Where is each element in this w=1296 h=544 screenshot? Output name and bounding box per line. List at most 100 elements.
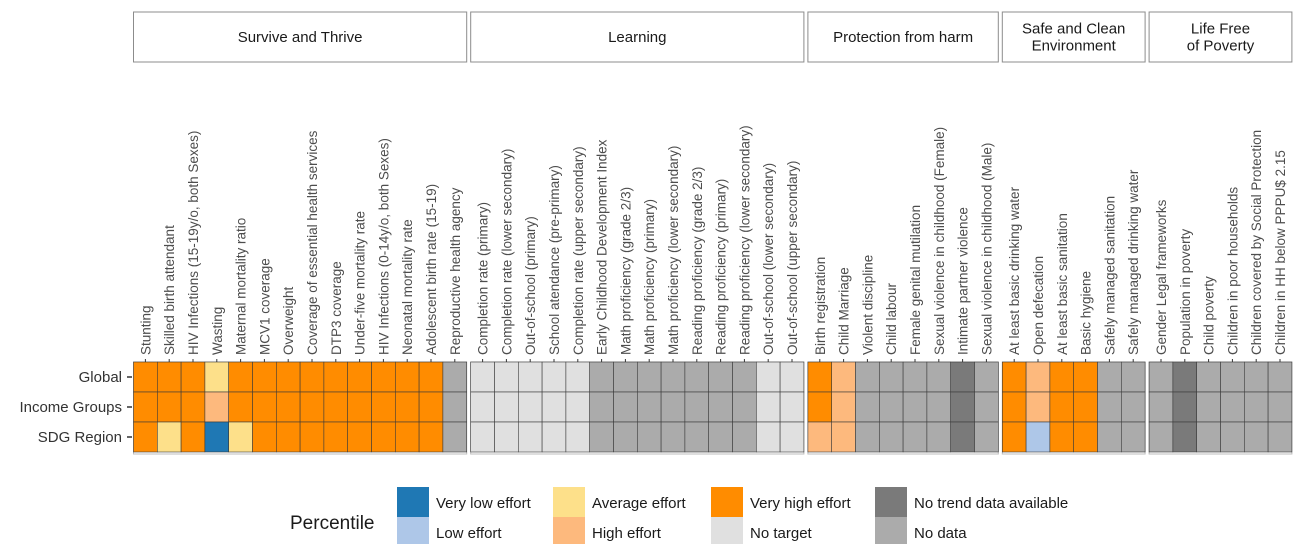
x-tick-label: Reproductive health agency [448,187,463,355]
heatmap-cell [228,421,253,453]
heatmap-cell [613,391,638,423]
x-tick-label: HIV Infections (15-19y/o, both Sexes) [186,131,201,355]
heatmap-cell [347,361,372,393]
heatmap-cell [755,421,781,453]
facet-panel: Learning Completion rate (primary) Complet… [470,11,805,455]
heatmap-cell [855,361,880,393]
facet-title: Survive and Thrive [238,29,363,46]
facet-strip [133,11,468,63]
heatmap-cell [950,421,975,453]
x-tick-label: HIV Infections (0-14y/o, both Sexes) [376,138,391,355]
y-tick-label: Global [79,369,122,386]
heatmap-cell [855,391,880,423]
heatmap-cell [1148,421,1174,453]
heatmap-cell [275,391,301,423]
heatmap-cell [1025,391,1051,423]
heatmap-cell [1073,361,1098,393]
legend-item: No trend data available [875,487,1068,517]
facet-title: Learning [608,29,666,46]
heatmap-cell [1172,391,1198,423]
x-tick-label: Reading proficiency (lower secondary) [737,125,752,355]
heatmap-cell [442,361,467,393]
x-tick-label: Intimate partner violence [956,207,971,355]
heatmap-cell [950,361,975,393]
x-tick-label: School atendance (pre-primary) [547,165,562,355]
heatmap-cell [755,391,781,423]
legend-swatch [875,517,907,544]
x-tick-label: Basic hygiene [1079,271,1094,355]
x-tick-label: Female genital mutilation [908,205,923,355]
heatmap-cell [660,391,686,423]
y-tick-label: Income Groups [19,399,122,416]
heatmap-cell [541,391,567,423]
heatmap-cell [1097,361,1122,393]
heatmap-cell [1220,361,1245,393]
heatmap-cell [180,421,206,453]
heatmap-cell [878,361,904,393]
heatmap-cell [1220,421,1245,453]
legend-item: High effort [553,517,662,544]
heatmap-cell [1244,421,1269,453]
heatmap-cell [252,391,277,423]
heatmap-cell [494,421,519,453]
heatmap-cell [926,361,952,393]
heatmap-cell [347,391,372,423]
heatmap-cell [1073,421,1098,453]
x-tick-label: Overweight [281,286,296,355]
heatmap-cell [1196,391,1221,423]
heatmap-cell [204,361,229,393]
x-tick-label: Skilled birth attendant [162,225,177,355]
heatmap-cell [204,391,229,423]
heatmap-cell [974,421,999,453]
heatmap-cell [517,391,543,423]
heatmap-cell [1097,391,1122,423]
x-tick-label: Population in poverty [1178,229,1193,355]
facet-strip [470,11,805,63]
legend-label: Average effort [592,495,687,512]
legend-swatch [711,487,743,517]
legend-swatch [553,487,585,517]
facet-title: Environment [1032,38,1117,55]
x-tick-label: Math proficiency (primary) [642,199,657,355]
heatmap-cell [418,391,444,423]
x-tick-label: Children in HH below PPPU$ 2.15 [1273,150,1288,355]
x-tick-label: Child labour [884,282,899,355]
heatmap-cell [878,391,904,423]
x-tick-label: MCV1 coverage [257,258,272,355]
heatmap-cell [1025,421,1051,453]
x-tick-label: Completion rate (upper secondary) [571,146,586,355]
x-tick-label: Wasting [210,307,225,355]
heatmap-cell [228,361,253,393]
x-tick-label: Birth registration [813,257,828,355]
heatmap-cell [442,421,467,453]
heatmap-cell [684,421,710,453]
heatmap-cell [1097,421,1122,453]
legend-item: Very high effort [711,487,851,517]
x-tick-label: Reading proficiency (grade 2/3) [690,167,705,355]
x-tick-label: Child Marriage [837,267,852,355]
heatmap-cell [1121,421,1146,453]
heatmap-cell [1148,361,1174,393]
heatmap-cell [1267,421,1293,453]
heatmap-cell [180,391,206,423]
heatmap-cell [855,421,880,453]
x-tick-label: Stunting [138,305,153,355]
legend-label: No trend data available [914,495,1068,512]
heatmap-cell [708,391,733,423]
heatmap-cell [1148,391,1174,423]
facet-panel: Survive and Thrive Stunting Skilled birth … [133,11,468,455]
x-tick-label: Safely managed drinking water [1126,169,1141,355]
heatmap-cell [1001,361,1027,393]
heatmap-cell [1049,361,1075,393]
x-tick-label: Child poverty [1202,276,1217,355]
heatmap-cell [1121,361,1146,393]
heatmap-cell [371,421,396,453]
heatmap-cell [831,391,856,423]
y-tick-label: SDG Region [38,429,122,446]
heatmap-cell [299,361,325,393]
x-tick-label: Children covered by Social Protection [1249,130,1264,355]
heatmap-cell [926,421,952,453]
heatmap-cell [517,421,543,453]
heatmap-cell [613,421,638,453]
